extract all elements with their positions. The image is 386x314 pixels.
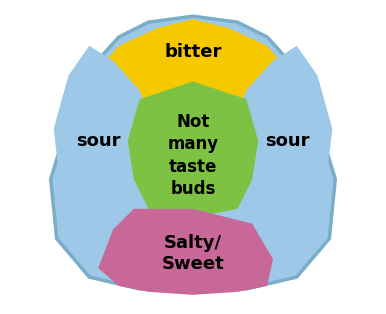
Text: bitter: bitter bbox=[164, 43, 222, 61]
Polygon shape bbox=[98, 209, 273, 295]
Polygon shape bbox=[54, 46, 157, 218]
Text: Salty/
Sweet: Salty/ Sweet bbox=[162, 234, 224, 273]
Polygon shape bbox=[51, 16, 335, 289]
Text: Not
many
taste
buds: Not many taste buds bbox=[168, 113, 218, 198]
Text: sour: sour bbox=[76, 132, 120, 150]
Polygon shape bbox=[229, 46, 332, 218]
Polygon shape bbox=[128, 81, 258, 218]
Text: sour: sour bbox=[266, 132, 310, 150]
Polygon shape bbox=[98, 19, 288, 126]
